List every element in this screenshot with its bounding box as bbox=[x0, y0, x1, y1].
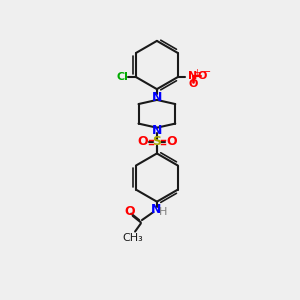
Text: H: H bbox=[159, 207, 167, 217]
Text: N: N bbox=[152, 91, 162, 104]
Text: S: S bbox=[152, 136, 161, 148]
Text: Cl: Cl bbox=[116, 72, 128, 82]
Text: N: N bbox=[188, 71, 197, 81]
Text: O: O bbox=[166, 136, 177, 148]
Text: −: − bbox=[203, 67, 211, 77]
Text: O: O bbox=[197, 71, 207, 81]
Text: O: O bbox=[124, 205, 135, 218]
Text: O: O bbox=[137, 136, 148, 148]
Text: N: N bbox=[152, 124, 162, 137]
Text: O: O bbox=[188, 79, 197, 88]
Text: CH₃: CH₃ bbox=[122, 233, 143, 243]
Text: N: N bbox=[151, 203, 161, 216]
Text: +: + bbox=[194, 68, 200, 76]
